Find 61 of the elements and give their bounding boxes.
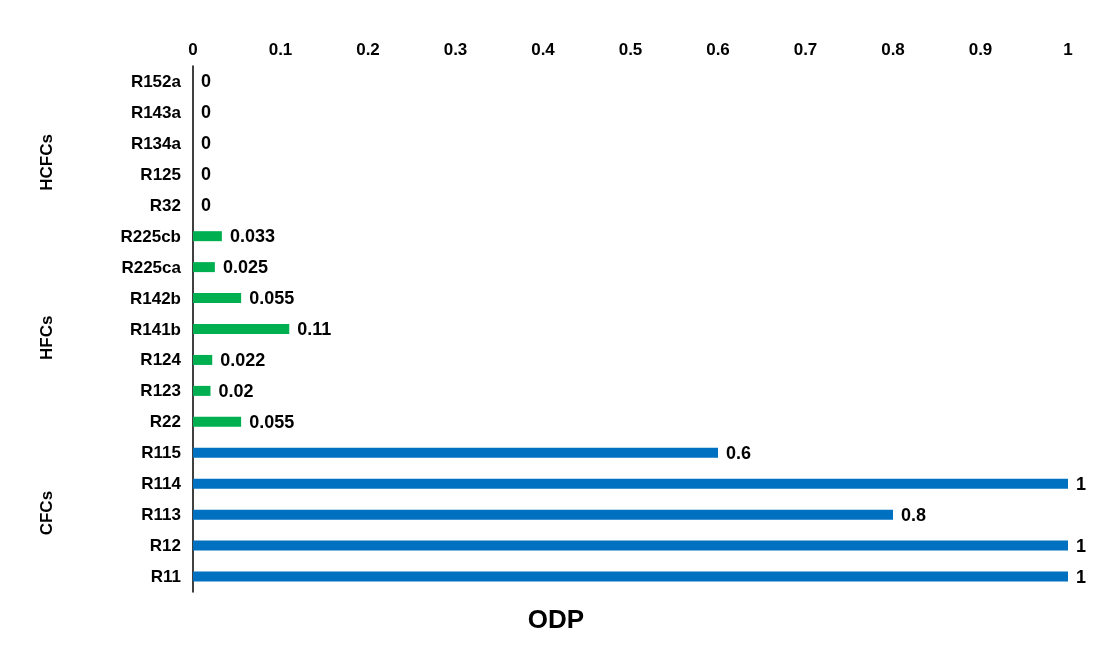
bar [193,293,242,304]
bar [193,509,893,520]
x-tick-label: 0 [188,40,198,59]
y-tick-label: R114 [141,474,182,494]
bar [193,540,1068,551]
text: CFCs [36,490,56,536]
x-tick-label: 0.8 [881,40,905,59]
y-tick-label: R115 [141,443,181,463]
x-tick-label: 0.7 [793,40,818,59]
y-tick-label: R12 [149,536,181,556]
bar [193,354,213,365]
bar [193,416,242,427]
y-tick-label: R125 [140,164,181,184]
data-label: 0 [201,102,212,123]
bar [193,571,1068,582]
data-label: 0 [201,164,212,185]
bar [193,478,1068,489]
data-label: 1 [1076,535,1087,556]
text: HCFCs [36,134,56,191]
data-label: 0.8 [901,504,927,525]
x-tick-label: 0.2 [356,40,380,59]
y-tick-label: R22 [149,412,181,432]
data-label: 0.033 [229,226,275,247]
x-tick-label: 0.5 [618,40,643,59]
data-label: 0.11 [297,319,332,339]
y-tick-label: R225cb [120,226,181,246]
data-label: 1 [1076,566,1087,587]
bar [193,262,215,273]
bar [193,447,718,458]
data-label: 1 [1076,473,1087,494]
bar [193,324,290,334]
data-label: 0.6 [726,442,752,463]
y-tick-label: R124 [140,350,182,370]
x-tick-label: 0.4 [531,40,556,59]
data-label: 0 [201,195,212,216]
x-tick-label: 0.6 [706,40,730,59]
y-tick-label: R123 [140,381,181,401]
y-tick-label: R225ca [121,257,182,277]
data-label: 0.025 [222,257,268,278]
x-tick-label: 0.9 [968,40,993,59]
data-label: 0.02 [218,380,254,401]
x-tick-label: 0.3 [443,40,468,59]
y-tick-label: R11 [150,567,181,587]
y-tick-label: R134a [130,133,182,153]
x-axis-title: ODP [527,604,585,634]
y-tick-label: R32 [149,195,181,215]
y-tick-label: R142b [129,288,181,308]
data-label: 0.022 [220,349,266,370]
y-tick-label: R141b [129,319,181,339]
x-tick-label: 0.1 [268,40,293,59]
data-label: 0.055 [249,288,295,309]
y-tick-label: R113 [141,505,181,525]
bar [193,231,222,242]
text: HFCs [36,315,56,360]
data-label: 0 [201,133,212,154]
data-label: 0.055 [249,411,295,432]
y-tick-label: R152a [130,71,182,91]
y-tick-label: R143a [130,102,182,122]
bar [193,385,211,396]
data-label: 0 [201,71,212,92]
x-tick-label: 1 [1063,40,1073,59]
